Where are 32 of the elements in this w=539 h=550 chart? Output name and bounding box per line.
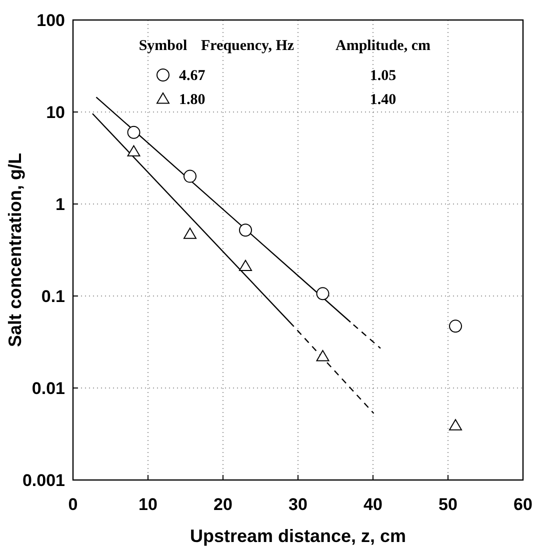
y-tick-label: 0.1	[41, 286, 65, 306]
point	[316, 350, 330, 362]
point	[184, 170, 196, 183]
legend-label: 4.67	[179, 68, 206, 84]
annotation: 1.40	[370, 92, 396, 108]
annotation: Amplitude, cm	[336, 38, 431, 54]
point	[127, 145, 140, 156]
x-tick-label: 10	[138, 495, 158, 514]
x-tick-label: 30	[288, 495, 308, 514]
x-tick-label: 20	[214, 495, 232, 514]
y-tick-label: 10	[46, 102, 65, 122]
annotation: 1.05	[370, 68, 396, 84]
y-axis-title: Salt concentration, g/L	[5, 152, 25, 348]
point	[239, 260, 252, 272]
y-tick-label: 0.001	[22, 470, 65, 490]
point	[449, 320, 462, 333]
x-tick-label: 40	[364, 495, 382, 514]
x-tick-label: 50	[438, 495, 458, 514]
x-axis-title: Upstream distance, z, cm	[190, 526, 406, 546]
y-tick-label: 1	[56, 194, 65, 214]
annotation: Frequency, Hz	[201, 38, 294, 54]
point	[449, 419, 462, 430]
point	[127, 126, 140, 139]
legend-label: 1.80	[179, 92, 206, 108]
legend-title: Symbol	[138, 38, 188, 54]
point	[184, 228, 196, 239]
y-tick-label: 0.01	[32, 378, 65, 398]
x-tick-label: 0	[68, 495, 78, 514]
point	[316, 287, 330, 300]
point	[239, 224, 252, 237]
y-tick-label: 100	[36, 10, 65, 30]
x-tick-label: 60	[514, 495, 532, 514]
